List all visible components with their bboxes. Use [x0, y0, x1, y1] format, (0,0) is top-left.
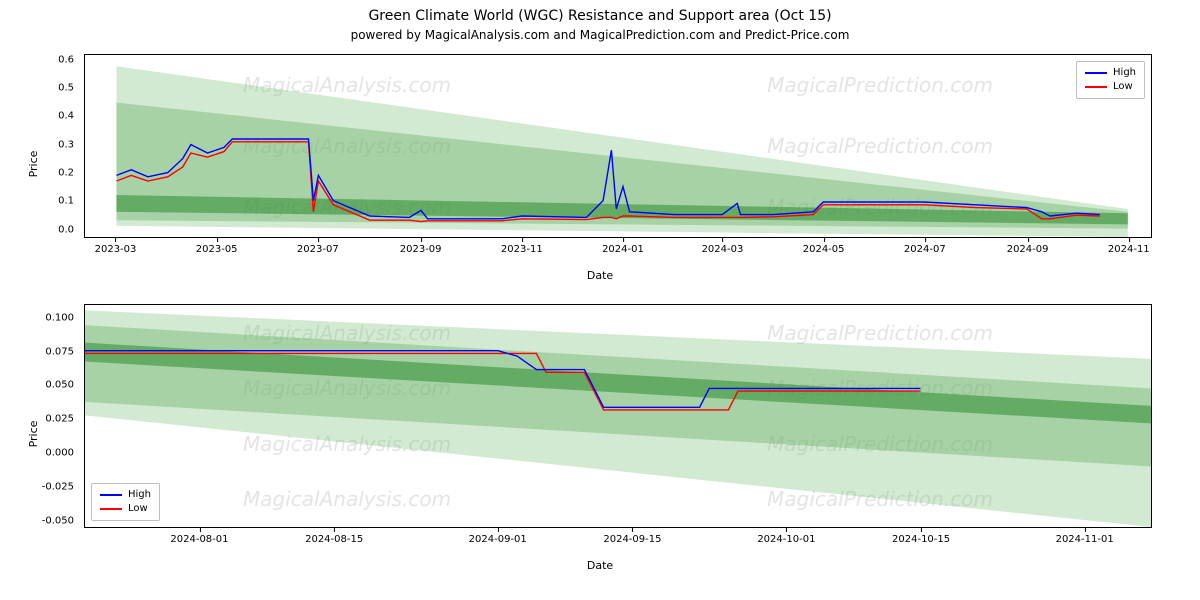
panel1-svg [85, 55, 1151, 237]
legend-swatch [100, 494, 122, 496]
legend-label: High [1113, 66, 1136, 80]
panel2-xticks: 2024-08-01 2024-08-15 2024-09-01 2024-09-15… [84, 534, 1152, 550]
xtick-label: 2023-07 [297, 244, 339, 255]
xtick-label: 2024-08-15 [305, 534, 363, 545]
legend-swatch [100, 508, 122, 510]
legend-item: High [100, 488, 151, 502]
panel2-legend: HighLow [91, 483, 160, 521]
ytick-label: 0.3 [14, 139, 74, 150]
panel1-legend: HighLow [1076, 61, 1145, 99]
xtick-label: 2024-09-15 [603, 534, 661, 545]
xtick-label: 2024-10-15 [892, 534, 950, 545]
ytick-label: 0.1 [14, 196, 74, 207]
panel2-yticks: -0.050 -0.025 0.000 0.025 0.050 0.075 0.100 [12, 304, 80, 528]
xtick-label: 2024-11 [1108, 244, 1150, 255]
panel1-plot-area: MagicalAnalysis.comMagicalPrediction.com… [84, 54, 1152, 238]
ytick-label: 0.6 [14, 54, 74, 65]
panel2-plot-area: MagicalAnalysis.comMagicalPrediction.com… [84, 304, 1152, 528]
panel2-xlabel: Date [587, 559, 613, 572]
legend-label: Low [1113, 80, 1133, 94]
chart-title: Green Climate World (WGC) Resistance and… [12, 8, 1188, 24]
legend-item: High [1085, 66, 1136, 80]
xtick-label: 2024-10-01 [757, 534, 815, 545]
ytick-label: 0.050 [14, 380, 74, 391]
panel-top: Price 0.00.10.20.30.40.50.6 MagicalAnaly… [12, 46, 1188, 282]
ytick-label: 0.100 [14, 312, 74, 323]
ytick-label: 0.0 [14, 224, 74, 235]
xtick-label: 2023-11 [501, 244, 543, 255]
panel1-xlabel: Date [587, 269, 613, 282]
ytick-label: 0.025 [14, 414, 74, 425]
xtick-label: 2024-08-01 [170, 534, 228, 545]
legend-item: Low [1085, 80, 1136, 94]
ytick-label: 0.075 [14, 346, 74, 357]
panel-bottom: Price -0.050-0.0250.0000.0250.0500.0750.… [12, 296, 1188, 572]
panel1-yticks: 0.0 0.1 0.2 0.3 0.4 0.5 0.6 [12, 54, 80, 238]
xtick-label: 2024-09 [1007, 244, 1049, 255]
legend-label: Low [128, 502, 148, 516]
xtick-label: 2024-07 [904, 244, 946, 255]
xtick-label: 2023-05 [196, 244, 238, 255]
legend-item: Low [100, 502, 151, 516]
xtick-label: 2024-09-01 [469, 534, 527, 545]
xtick-label: 2024-03 [702, 244, 744, 255]
ytick-label: -0.050 [14, 516, 74, 527]
xtick-label: 2023-03 [95, 244, 137, 255]
ytick-label: 0.5 [14, 82, 74, 93]
panel1-xticks: 2023-03 2023-05 2023-07 2023-09 2023-11 2024-… [84, 244, 1152, 260]
panel2-svg [85, 305, 1151, 527]
xtick-label: 2024-05 [803, 244, 845, 255]
ytick-label: 0.4 [14, 111, 74, 122]
legend-swatch [1085, 86, 1107, 88]
ytick-label: 0.2 [14, 167, 74, 178]
ytick-label: 0.000 [14, 448, 74, 459]
chart-subtitle: powered by MagicalAnalysis.com and Magic… [12, 28, 1188, 42]
legend-swatch [1085, 72, 1107, 74]
xtick-label: 2024-01 [602, 244, 644, 255]
xtick-label: 2024-11-01 [1056, 534, 1114, 545]
xtick-label: 2023-09 [400, 244, 442, 255]
ytick-label: -0.025 [14, 482, 74, 493]
legend-label: High [128, 488, 151, 502]
